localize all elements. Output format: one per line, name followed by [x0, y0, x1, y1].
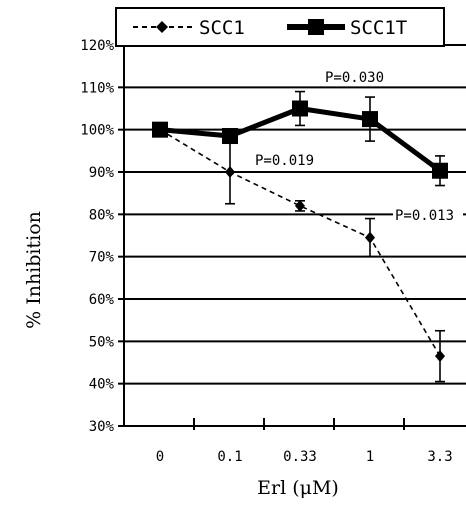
- annotations: P=0.030 P=0.019 P=0.013: [253, 67, 463, 224]
- annotation-label: P=0.019: [255, 153, 314, 169]
- y-tick-label: 80%: [89, 207, 115, 223]
- y-tick-label: 110%: [80, 80, 114, 96]
- y-tick-labels: 30% 40% 50% 60% 70% 80% 90% 100% 110% 120%: [80, 38, 114, 435]
- legend: SCC1 SCC1T: [115, 7, 445, 47]
- y-tick-label: 40%: [89, 377, 115, 393]
- legend-label-scc1: SCC1: [199, 17, 245, 39]
- y-tick-label: 30%: [89, 419, 115, 435]
- x-axis-label: Erl (μM): [257, 477, 339, 499]
- y-tick-label: 100%: [80, 123, 114, 139]
- series: [152, 90, 448, 383]
- annotation-bg: [253, 151, 323, 170]
- axes: [118, 44, 466, 430]
- y-tick-label: 70%: [89, 250, 115, 266]
- data-point-scc1t: [292, 100, 308, 117]
- y-axis-label: % Inhibition: [23, 211, 45, 329]
- x-tick-label: 0: [156, 449, 164, 465]
- y-tick-label: 60%: [89, 292, 115, 308]
- y-tick-label: 120%: [80, 38, 114, 54]
- y-tick-label: 90%: [89, 165, 115, 181]
- data-point-scc1t: [152, 121, 168, 138]
- x-tick-labels: 0 0.1 0.33 1 3.3: [156, 449, 453, 465]
- annotation-label: P=0.030: [325, 70, 384, 86]
- legend-label-scc1t: SCC1T: [350, 17, 407, 39]
- annotation-bg: [393, 205, 463, 224]
- legend-marker-scc1: [156, 21, 168, 33]
- series-line-scc1: [159, 128, 441, 357]
- x-tick-label: 1: [366, 449, 374, 465]
- annotation-bg: [323, 67, 393, 86]
- data-point-scc1: [225, 166, 235, 178]
- data-point-scc1t: [362, 111, 378, 128]
- data-point-scc1t: [222, 128, 238, 145]
- data-point-scc1: [295, 199, 305, 212]
- x-tick-label: 3.3: [427, 449, 452, 465]
- x-tick-label: 0.33: [283, 449, 317, 465]
- y-tick-label: 50%: [89, 334, 115, 350]
- data-point-scc1: [365, 231, 375, 244]
- data-point-scc1: [435, 350, 445, 363]
- x-tick-label: 0.1: [217, 449, 242, 465]
- legend-marker-scc1t: [308, 19, 324, 35]
- annotation-label: P=0.013: [395, 208, 454, 224]
- data-point-scc1t: [432, 162, 448, 179]
